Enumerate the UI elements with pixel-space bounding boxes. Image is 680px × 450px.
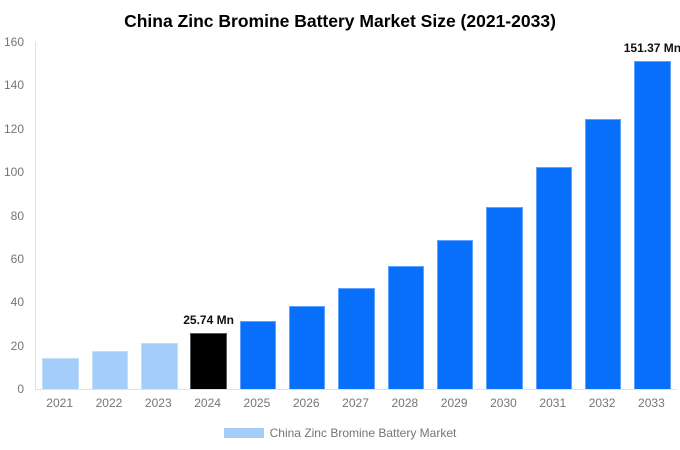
bar-2031[interactable] <box>535 167 573 389</box>
bar-2027[interactable] <box>338 288 375 389</box>
y-axis: 0 20 40 60 80 100 120 140 160 <box>0 35 24 396</box>
legend-item[interactable]: China Zinc Bromine Battery Market <box>0 426 680 440</box>
plot-area: 25.74 Mn 151.37 Mn <box>35 41 680 390</box>
bars-row: 25.74 Mn 151.37 Mn <box>36 41 680 389</box>
bar-slot-2029 <box>431 42 480 389</box>
bar-slot-2028 <box>381 42 430 389</box>
bar-2033[interactable] <box>634 60 671 389</box>
bar-2026[interactable] <box>288 306 326 389</box>
bar-2024[interactable] <box>190 333 227 389</box>
bar-slot-2026 <box>283 42 332 389</box>
bar-slot-2021 <box>36 42 85 389</box>
bar-slot-2025 <box>233 42 282 389</box>
y-tick-label: 120 <box>3 121 24 136</box>
bar-slot-2033: 151.37 Mn <box>624 41 680 389</box>
y-tick-label: 100 <box>3 165 24 180</box>
y-tick-label: 160 <box>3 35 24 49</box>
x-tick-label-2027: 2027 <box>342 396 369 410</box>
x-tick-label-2031: 2031 <box>539 396 567 410</box>
bar-2032[interactable] <box>584 119 622 389</box>
y-tick-label: 0 <box>17 382 24 396</box>
bar-slot-2030 <box>480 42 529 389</box>
bar-2025[interactable] <box>239 321 277 389</box>
y-tick-label: 140 <box>3 78 24 93</box>
x-tick-label-2028: 2028 <box>391 396 419 410</box>
data-label-2024: 25.74 Mn <box>183 313 234 328</box>
x-tick-label-2021: 2021 <box>46 396 73 410</box>
chart-title: China Zinc Bromine Battery Market Size (… <box>124 11 556 31</box>
bar-2030[interactable] <box>486 207 523 389</box>
x-tick-label-2033: 2033 <box>638 396 665 410</box>
y-tick-label: 80 <box>10 208 24 223</box>
x-tick-label-2030: 2030 <box>490 396 517 410</box>
bar-slot-2024: 25.74 Mn <box>183 42 234 389</box>
data-label-2033: 151.37 Mn <box>623 40 680 55</box>
x-tick-label-2029: 2029 <box>440 396 468 410</box>
y-tick-label: 60 <box>10 251 24 266</box>
bar-slot-2032 <box>578 42 627 389</box>
bar-2021[interactable] <box>42 358 79 389</box>
bar-slot-2027 <box>332 42 381 389</box>
legend-swatch-icon <box>223 428 264 438</box>
bar-2023[interactable] <box>141 343 178 389</box>
x-tick-label-2026: 2026 <box>292 396 320 410</box>
x-axis: 2021 2022 2023 2024 2025 2026 2027 2028 2029 2030… <box>35 396 676 411</box>
y-tick-label: 20 <box>10 338 24 353</box>
x-tick-label-2022: 2022 <box>95 396 123 410</box>
bar-2028[interactable] <box>387 266 425 389</box>
bar-slot-2031 <box>529 42 578 389</box>
y-tick-label: 40 <box>10 295 24 310</box>
x-tick-label-2025: 2025 <box>243 396 271 410</box>
bar-2029[interactable] <box>436 239 474 389</box>
bar-slot-2022 <box>85 42 134 389</box>
x-tick-label-2023: 2023 <box>144 396 172 410</box>
bar-slot-2023 <box>135 42 184 389</box>
x-tick-label-2032: 2032 <box>588 396 616 410</box>
bar-2022[interactable] <box>91 351 129 389</box>
x-tick-label-2024: 2024 <box>194 396 221 410</box>
legend-label: China Zinc Bromine Battery Market <box>269 426 457 440</box>
